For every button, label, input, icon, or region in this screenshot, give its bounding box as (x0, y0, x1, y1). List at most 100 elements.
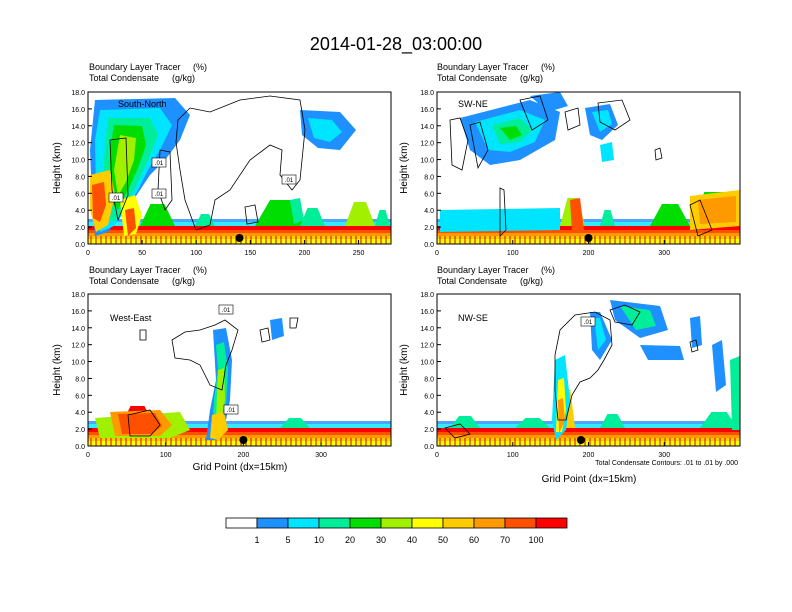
contour-label-box (151, 188, 167, 199)
tracer-region (500, 126, 522, 140)
contour-label: .01 (155, 161, 164, 167)
panel-west-east: Boundary Layer Tracer (%) Total Condensa… (52, 265, 392, 473)
contour-label: .01 (227, 408, 236, 414)
panel-label: South-North (118, 99, 167, 109)
x-tick-label: 300 (315, 452, 327, 459)
station-marker (239, 436, 248, 444)
y-ticks: 0.0 2.0 4.0 6.0 8.0 10.0 12.0 14.0 16.0 18.0 (71, 90, 92, 249)
panel-header-line2: Total Condensate (437, 276, 507, 286)
tracer-region (690, 316, 702, 348)
contour-label: .01 (285, 178, 294, 184)
tracer-region (125, 208, 136, 236)
contour-lines (444, 304, 699, 439)
y-tick-label: 16.0 (420, 107, 434, 114)
contour-label-group: .01 .01 (218, 304, 239, 415)
tracer-band (88, 421, 391, 424)
contour-line (469, 121, 489, 170)
panel-header-line1: Boundary Layer Tracer (437, 62, 529, 72)
x-ticks: 0 100 200 300 (435, 240, 670, 257)
tracer-region (730, 356, 740, 430)
heatmap-field (88, 98, 391, 244)
contour-line (689, 199, 713, 237)
x-tick-label: 300 (658, 452, 670, 459)
colorbar-label: 10 (314, 535, 324, 545)
y-tick-label: 6.0 (75, 191, 85, 198)
panel-header-line2-unit: (g/kg) (520, 276, 543, 286)
tracer-region (270, 318, 284, 340)
contour-label-box (108, 192, 124, 203)
tracer-region (640, 345, 684, 360)
x-ticks: 0 100 200 300 (435, 442, 670, 459)
y-ticks: 0.0 2.0 4.0 6.0 8.0 10.0 12.0 14.0 16.0 18.0 (71, 292, 92, 451)
x-ticks: 0 100 200 300 (86, 442, 327, 459)
tracer-plume (140, 204, 175, 226)
y-tick-label: 8.0 (75, 174, 85, 181)
contour-line (597, 99, 631, 131)
colorbar-label: 100 (528, 535, 543, 545)
tracer-plume (375, 210, 390, 226)
x-tick-label: 0 (435, 452, 439, 459)
y-tick-label: 16.0 (71, 309, 85, 316)
contour-label-box (151, 157, 167, 168)
y-axis-label: Height (km) (52, 344, 63, 396)
contour-label-group: .01 (580, 316, 596, 327)
y-tick-label: 12.0 (420, 343, 434, 350)
panel-label: NW-SE (458, 313, 488, 323)
x-tick-label: 50 (138, 250, 146, 257)
y-tick-label: 10.0 (71, 158, 85, 165)
colorbar-swatch (318, 517, 351, 529)
colorbar: 1 5 10 20 30 40 50 60 70 100 (225, 517, 568, 545)
contour-line (609, 304, 641, 326)
panel-header-line2: Total Condensate (89, 276, 159, 286)
contour-line (689, 339, 699, 353)
tracer-plume (600, 210, 615, 226)
contour-label-box (281, 174, 297, 185)
station-marker (584, 234, 593, 242)
tracer-region (698, 196, 736, 224)
tracer-region (216, 368, 225, 425)
panel-header-line2: Total Condensate (89, 73, 159, 83)
panel-header-line1-unit: (%) (193, 62, 207, 72)
panel-header-line2-unit: (g/kg) (172, 276, 195, 286)
colorbar-label: 1 (254, 535, 259, 545)
y-tick-label: 6.0 (424, 393, 434, 400)
colorbar-label: 50 (438, 535, 448, 545)
y-tick-label: 18.0 (71, 90, 85, 97)
colorbar-label: 5 (285, 535, 290, 545)
y-tick-label: 4.0 (75, 208, 85, 215)
x-tick-label: 100 (190, 250, 202, 257)
x-tick-label: 300 (658, 250, 670, 257)
colorbar-label: 20 (345, 535, 355, 545)
tracer-region (570, 198, 584, 232)
contour-label-group: .01 .01 .01 .01 (108, 157, 297, 203)
contour-line (109, 137, 129, 222)
x-tick-label: 200 (583, 250, 595, 257)
tracer-band (437, 222, 740, 226)
tracer-plume (300, 208, 325, 226)
contour-line (444, 423, 471, 439)
y-tick-label: 12.0 (420, 141, 434, 148)
tracer-band (88, 222, 391, 226)
contour-label-box (580, 316, 596, 327)
colorbar-label: 40 (407, 535, 417, 545)
x-tick-label: 200 (299, 250, 311, 257)
panel-header-line1: Boundary Layer Tracer (89, 265, 181, 275)
y-tick-label: 0.0 (424, 242, 434, 249)
y-tick-label: 8.0 (75, 376, 85, 383)
y-tick-label: 4.0 (424, 410, 434, 417)
y-tick-label: 18.0 (420, 292, 434, 299)
colorbar-swatch (442, 517, 475, 529)
tracer-band (88, 424, 391, 428)
plot-frame (87, 293, 392, 447)
y-tick-label: 16.0 (71, 107, 85, 114)
panel-nw-se: Boundary Layer Tracer (%) Total Condensa… (399, 265, 741, 485)
contour-label-box (218, 304, 234, 315)
x-tick-label: 0 (86, 250, 90, 257)
panel-header-line2: Total Condensate (437, 73, 507, 83)
colorbar-label: 30 (376, 535, 386, 545)
x-tick-label: 100 (160, 452, 172, 459)
colorbar-swatch (473, 517, 506, 529)
tracer-band (437, 219, 740, 222)
y-tick-label: 14.0 (420, 124, 434, 131)
